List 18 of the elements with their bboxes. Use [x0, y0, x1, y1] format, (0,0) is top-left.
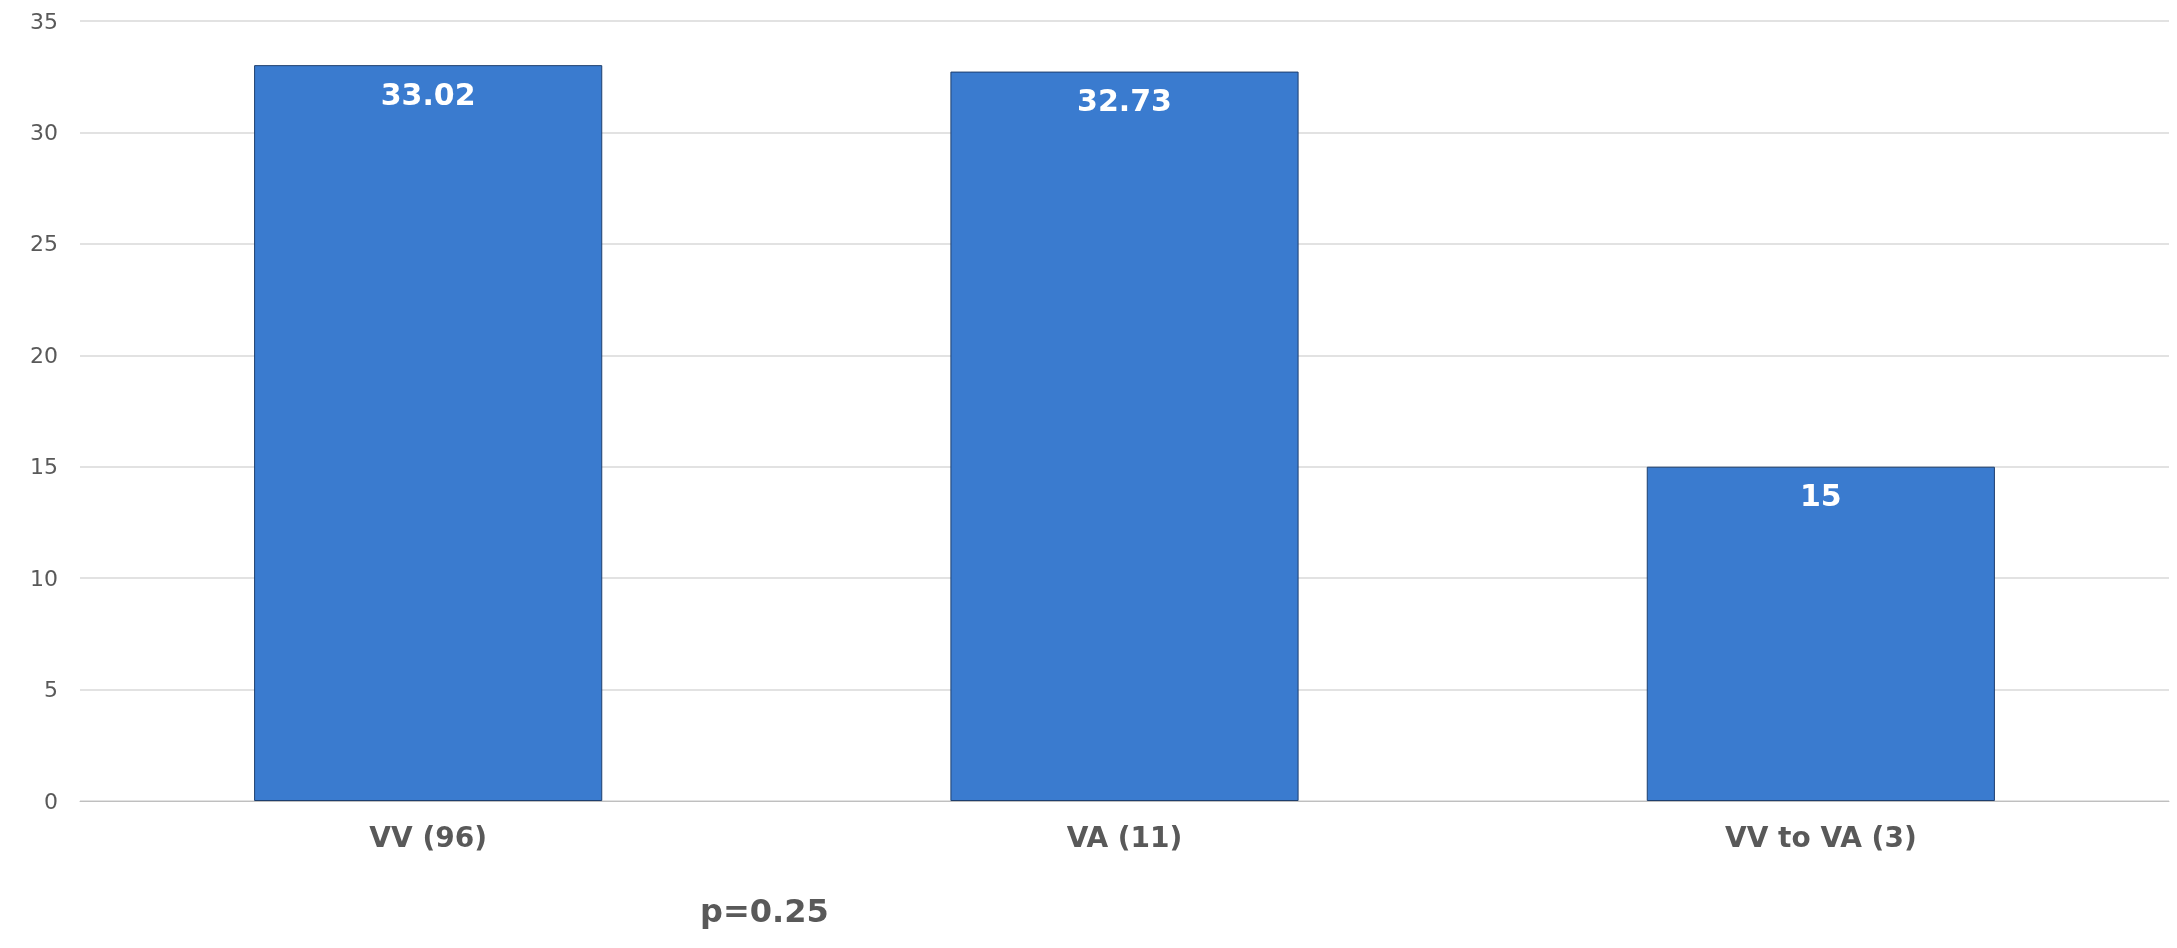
data-label: 33.02: [380, 76, 476, 112]
bar: [254, 65, 603, 801]
data-label: 32.73: [1077, 83, 1172, 119]
y-tick-label: 30: [30, 119, 58, 145]
y-tick-label: 15: [30, 454, 58, 480]
y-tick-label: 0: [44, 788, 58, 814]
x-tick-label: VA (11): [1066, 820, 1183, 854]
bar: [950, 71, 1299, 801]
bar: [1646, 466, 1995, 801]
data-label: 15: [1799, 478, 1842, 514]
y-tick-label: 35: [30, 8, 58, 34]
text: p=0.25: [700, 892, 829, 930]
y-tick-label: 5: [44, 677, 58, 703]
y-tick-label: 10: [30, 565, 58, 591]
y-tick-label: 25: [30, 231, 58, 257]
x-tick-label: VV (96): [369, 820, 487, 854]
y-tick-label: 20: [30, 342, 58, 368]
x-tick-label: VV to VA (3): [1724, 820, 1917, 854]
